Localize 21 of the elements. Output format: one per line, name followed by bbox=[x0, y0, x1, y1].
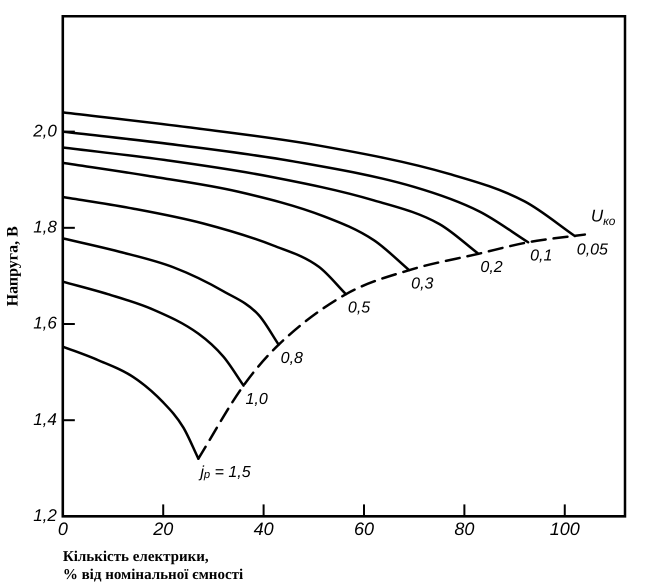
series-label: 1,0 bbox=[246, 391, 268, 408]
y-tick-label: 1,2 bbox=[33, 506, 58, 526]
series-label: jp = 1,5 bbox=[198, 464, 251, 482]
y-tick-label: 1,8 bbox=[33, 218, 58, 237]
x-tick-label: 40 bbox=[254, 519, 274, 540]
x-axis-title: Кількість електрики, % від номінальної ємності bbox=[62, 548, 244, 583]
y-tick-label: 2,0 bbox=[32, 121, 58, 140]
series-label: 0,5 bbox=[348, 300, 370, 317]
y-tick-label: 1,6 bbox=[33, 314, 58, 333]
x-tick-label: 20 bbox=[152, 519, 174, 540]
series-label: 0,1 bbox=[530, 248, 552, 265]
x-tick-label: 60 bbox=[354, 519, 374, 540]
y-tick-label: 1,4 bbox=[33, 410, 57, 429]
series-label: 0,05 bbox=[576, 241, 608, 258]
x-tick-label: 80 bbox=[454, 519, 474, 540]
series-label: 0,2 bbox=[480, 259, 503, 276]
x-tick-label: 100 bbox=[550, 519, 580, 540]
x-tick-label: 0 bbox=[58, 519, 68, 540]
series-label: 0,8 bbox=[280, 350, 304, 368]
series-label: 0,3 bbox=[411, 276, 434, 293]
y-axis-title: Напруга, В bbox=[4, 226, 22, 306]
